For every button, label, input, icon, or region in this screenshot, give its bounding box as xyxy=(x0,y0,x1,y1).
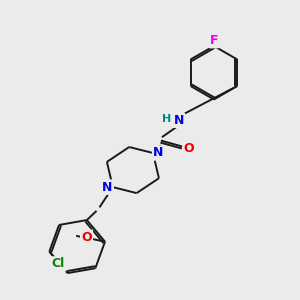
Text: O: O xyxy=(183,142,194,155)
Text: N: N xyxy=(153,146,164,160)
Text: F: F xyxy=(210,34,218,47)
Text: N: N xyxy=(174,114,184,127)
Text: H: H xyxy=(162,114,171,124)
Text: O: O xyxy=(81,231,92,244)
Text: Cl: Cl xyxy=(52,257,65,271)
Text: N: N xyxy=(102,181,113,194)
